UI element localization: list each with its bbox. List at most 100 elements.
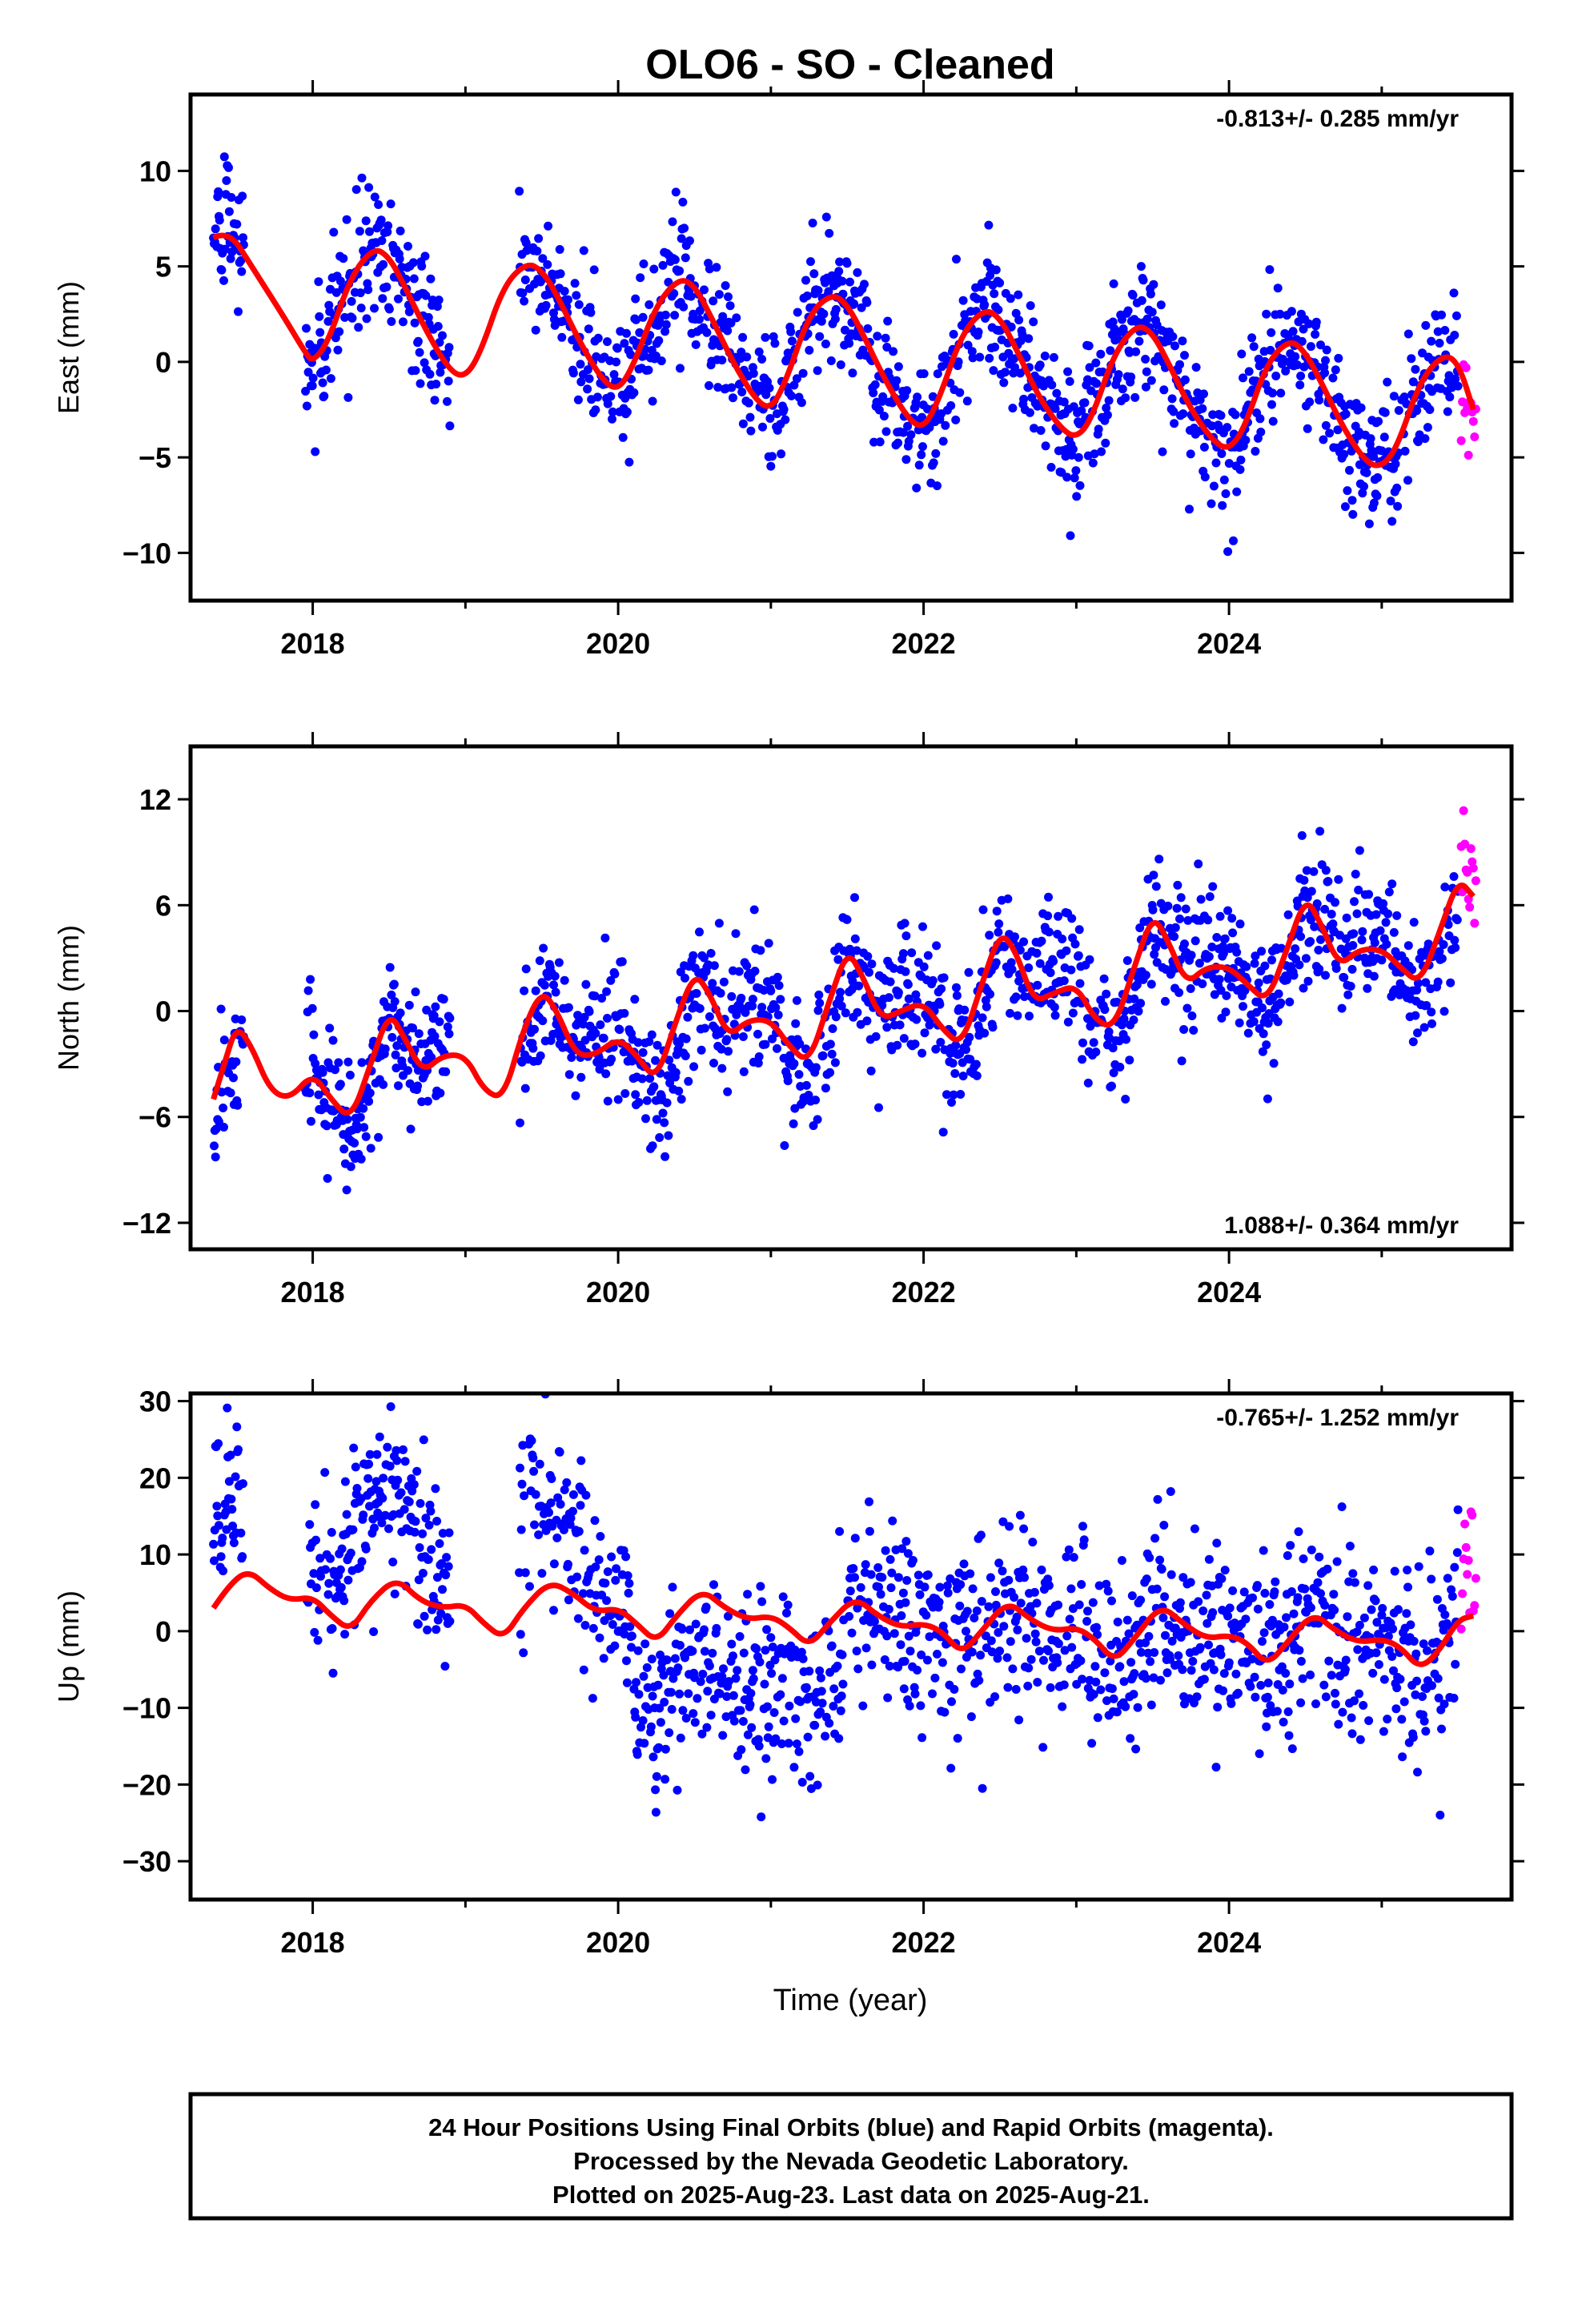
east-final-point — [1088, 458, 1098, 468]
up-final-point — [950, 1685, 959, 1694]
north-final-point — [323, 1174, 332, 1183]
up-final-point — [1062, 1552, 1071, 1562]
north-final-point — [1258, 1047, 1267, 1056]
north-final-point — [753, 1029, 762, 1039]
up-final-point — [1014, 1715, 1024, 1725]
up-final-point — [631, 1712, 640, 1722]
north-final-point — [1387, 879, 1397, 889]
north-final-point — [615, 1025, 624, 1035]
up-final-point — [568, 1490, 578, 1499]
north-final-point — [1413, 1028, 1422, 1038]
up-final-point — [885, 1554, 895, 1564]
up-final-point — [351, 1462, 360, 1472]
up-final-point — [1109, 1694, 1118, 1703]
up-final-point — [651, 1785, 661, 1795]
up-final-point — [967, 1647, 977, 1657]
north-final-point — [1108, 1043, 1118, 1053]
up-final-point — [426, 1506, 436, 1516]
east-final-point — [967, 347, 977, 356]
east-final-point — [738, 332, 748, 342]
north-final-point — [1443, 920, 1453, 929]
north-final-point — [1043, 911, 1053, 921]
up-final-point — [1427, 1574, 1436, 1584]
north-final-point — [893, 1040, 902, 1050]
up-final-point — [905, 1647, 915, 1656]
footer-line-1: 24 Hour Positions Using Final Orbits (bl… — [428, 2113, 1274, 2141]
up-final-point — [1451, 1659, 1460, 1669]
up-final-point — [576, 1456, 586, 1466]
up-final-point — [1166, 1570, 1176, 1579]
up-final-point — [677, 1624, 687, 1634]
north-final-point — [550, 971, 560, 981]
north-final-point — [1122, 956, 1132, 965]
up-final-point — [847, 1628, 857, 1638]
up-final-point — [977, 1597, 986, 1606]
up-final-point — [741, 1765, 750, 1775]
up-final-point — [1133, 1703, 1142, 1712]
north-final-point — [1357, 935, 1367, 945]
up-final-point — [938, 1658, 947, 1667]
up-final-point — [1106, 1656, 1115, 1666]
up-final-point — [432, 1517, 442, 1526]
east-final-point — [1011, 308, 1021, 318]
up-final-point — [797, 1778, 807, 1787]
up-final-point — [803, 1732, 813, 1742]
north-final-point — [964, 967, 974, 977]
east-final-point — [1035, 360, 1045, 370]
north-final-point — [1312, 899, 1322, 908]
up-final-point — [1204, 1554, 1214, 1564]
north-final-point — [564, 1070, 574, 1080]
north-final-point — [1180, 939, 1189, 949]
east-final-point — [1452, 311, 1461, 320]
up-final-point — [1186, 1578, 1195, 1587]
east-final-point — [1268, 416, 1278, 426]
north-final-point — [901, 931, 911, 941]
up-final-point — [340, 1477, 350, 1486]
north-final-point — [528, 1043, 538, 1053]
east-final-point — [1101, 438, 1110, 448]
up-final-point — [1152, 1584, 1162, 1594]
east-final-point — [1265, 265, 1275, 275]
up-final-point — [1069, 1553, 1078, 1562]
up-final-point — [531, 1490, 540, 1499]
north-final-point — [948, 1059, 958, 1068]
up-final-point — [1093, 1713, 1102, 1723]
up-final-point — [444, 1562, 453, 1571]
up-final-point — [375, 1432, 384, 1441]
up-final-point — [1270, 1587, 1279, 1597]
east-final-point — [443, 396, 452, 406]
up-final-point — [817, 1699, 827, 1708]
up-final-point — [701, 1602, 711, 1612]
north-final-point — [325, 1023, 335, 1033]
east-final-point — [941, 420, 950, 430]
up-final-point — [372, 1449, 382, 1459]
up-final-point — [849, 1564, 858, 1573]
up-final-point — [1277, 1662, 1287, 1671]
up-final-point — [1418, 1692, 1427, 1701]
east-final-point — [1049, 352, 1058, 362]
up-final-point — [920, 1582, 930, 1592]
up-final-point — [1347, 1729, 1357, 1739]
east-final-point — [214, 187, 223, 196]
up-final-point — [899, 1684, 909, 1694]
up-final-point — [611, 1575, 620, 1585]
east-final-point — [234, 307, 243, 316]
up-final-point — [729, 1651, 737, 1661]
north-final-point — [404, 1066, 412, 1076]
east-final-point — [786, 327, 796, 336]
east-final-point — [1319, 435, 1328, 444]
east-final-point — [925, 423, 934, 432]
north-final-point — [439, 995, 448, 1004]
up-final-point — [655, 1703, 665, 1713]
north-final-point — [937, 984, 946, 994]
up-final-point — [966, 1712, 976, 1722]
east-final-point — [386, 199, 396, 209]
up-final-point — [753, 1735, 763, 1744]
up-final-point — [520, 1491, 529, 1501]
north-final-point — [1173, 880, 1182, 890]
up-final-point — [1054, 1600, 1063, 1610]
north-final-point — [833, 955, 843, 964]
east-final-point — [1223, 423, 1232, 432]
east-final-point — [1311, 317, 1321, 327]
north-final-point — [1348, 941, 1358, 950]
